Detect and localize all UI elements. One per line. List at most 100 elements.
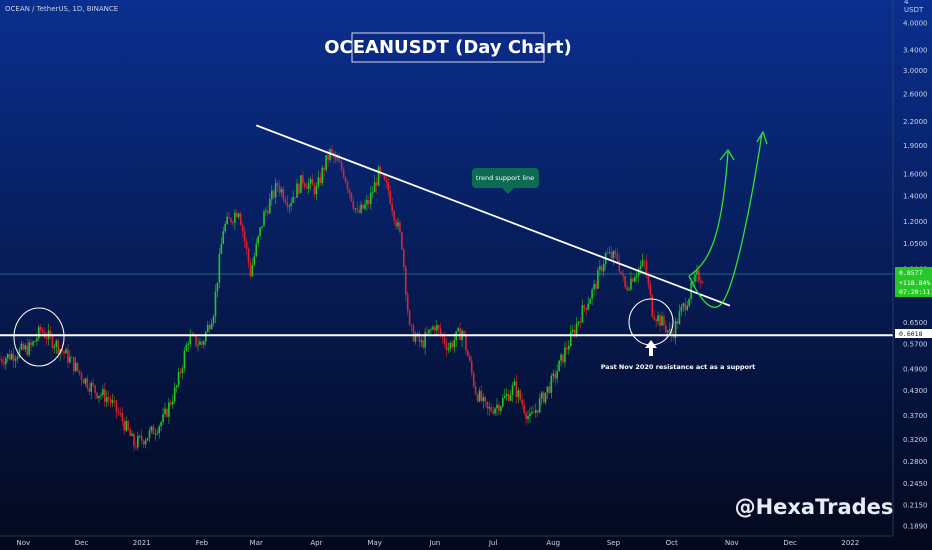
candle-body (241, 224, 244, 232)
price-tick-label: 0.3700 (903, 412, 928, 420)
candle-body (581, 305, 584, 323)
candle-body (204, 331, 207, 342)
price-tick-label: 0.4300 (903, 387, 928, 395)
candle-body (698, 270, 700, 282)
symbol-info: OCEAN / TetherUS, 1D, BINANCE (5, 5, 118, 13)
candle-body (408, 310, 411, 325)
candle-body (538, 398, 541, 413)
price-tick-label: 1.9000 (903, 142, 928, 150)
candle-body (10, 353, 13, 360)
candle-body (494, 408, 496, 414)
candle-body (519, 390, 522, 400)
candle-body (562, 354, 564, 363)
candle-body (641, 260, 644, 266)
candle-body (272, 190, 275, 198)
time-tick-label: Sep (607, 539, 621, 547)
candle-body (606, 252, 609, 254)
candle-body (630, 278, 632, 290)
candle-body (344, 177, 347, 182)
candle-body (55, 340, 58, 347)
candle-body (185, 344, 188, 352)
candle-body (404, 266, 407, 295)
time-tick-label: Nov (16, 539, 30, 547)
candle-body (90, 382, 93, 392)
candle-body (74, 362, 77, 372)
candle-body (694, 274, 696, 282)
trend-label-bubble-tail (502, 188, 514, 194)
candle-body (5, 358, 7, 365)
candle-body (558, 360, 560, 372)
candle-body (245, 241, 248, 249)
candle-body (173, 387, 176, 402)
candle-body (30, 342, 32, 346)
candle-body (383, 174, 386, 180)
candle-body (686, 305, 689, 311)
candle-body (579, 321, 582, 323)
candle-body (692, 281, 694, 284)
time-tick-label: Oct (666, 539, 678, 547)
candle-body (259, 227, 261, 237)
candle-body (276, 183, 279, 186)
candle-body (104, 389, 106, 402)
candle-body (651, 294, 654, 317)
candle-body (144, 440, 147, 445)
candle-body (321, 167, 324, 184)
candle-body (701, 282, 704, 284)
candle-body (199, 341, 201, 345)
candle-body (616, 253, 619, 261)
candle-body (401, 232, 403, 250)
time-tick-label: Aug (546, 539, 560, 547)
candle-body (457, 328, 459, 332)
candle-body (216, 282, 219, 292)
candle-body (465, 335, 467, 351)
candle-body (358, 209, 360, 213)
candle-body (265, 210, 267, 212)
candle-body (426, 332, 428, 334)
candle-body (222, 231, 225, 244)
candle-body (127, 421, 129, 430)
candle-body (28, 342, 30, 355)
candle-body (168, 402, 170, 417)
candle-body (137, 436, 139, 448)
price-tick-label: 0.5700 (903, 341, 928, 349)
candle-body (445, 343, 448, 351)
candle-body (335, 157, 337, 159)
candle-body (476, 394, 479, 402)
chart-title-box (351, 32, 545, 63)
candle-body (133, 433, 135, 447)
candle-body (684, 303, 687, 311)
candle-body (49, 330, 52, 336)
candle-body (32, 341, 34, 346)
candle-body (496, 404, 498, 409)
candle-body (560, 354, 562, 361)
candle-body (57, 340, 60, 354)
price-tick-label: 0.1890 (903, 523, 928, 531)
candle-body (459, 328, 461, 341)
price-tick-label: 1.2000 (903, 218, 928, 226)
price-tick-label: 1.6000 (903, 171, 928, 179)
candle-body (300, 175, 302, 194)
candle-body (527, 416, 529, 419)
highlight-circle-nov-2020 (13, 307, 65, 367)
candle-body (179, 372, 182, 374)
candle-body (292, 197, 294, 203)
price-tick-label: 0.2450 (903, 480, 928, 488)
candle-body (218, 254, 221, 283)
candle-body (587, 303, 590, 310)
time-axis[interactable]: Nov Dec 2021 Feb Mar Apr May Jun Jul Aug Sep Oct Nov… (16, 539, 859, 547)
candle-body (278, 185, 281, 193)
candle-body (220, 243, 223, 255)
time-tick-label: Nov (725, 539, 739, 547)
candle-body (214, 291, 217, 317)
trend-label: trend support line (476, 174, 534, 182)
projection-arrowhead-short (719, 148, 735, 161)
candle-body (665, 325, 667, 333)
candle-body (170, 402, 172, 405)
candle-body (80, 373, 83, 381)
candle-body (65, 349, 67, 354)
candle-body (585, 307, 588, 310)
candle-body (162, 414, 164, 423)
candle-body (573, 329, 576, 335)
trend-label-bubble (472, 168, 539, 188)
